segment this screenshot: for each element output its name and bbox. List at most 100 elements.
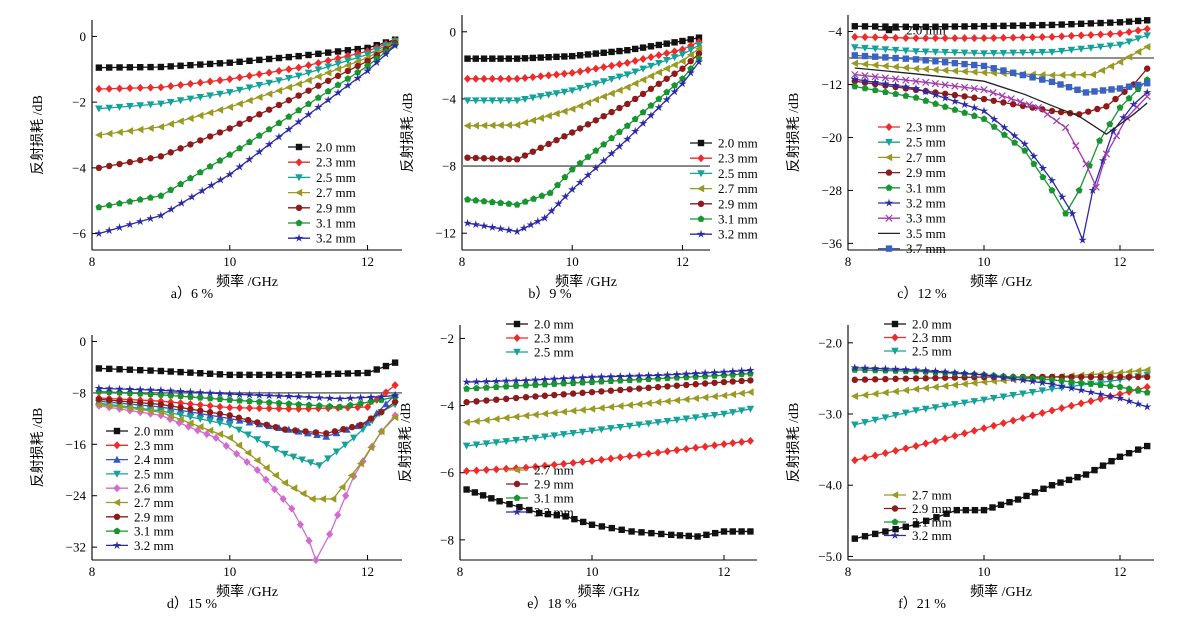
data-point bbox=[281, 426, 289, 433]
data-point bbox=[167, 186, 175, 193]
data-point bbox=[892, 90, 900, 97]
data-point bbox=[275, 399, 283, 407]
data-point bbox=[391, 359, 399, 366]
y-tick-label: −8 bbox=[72, 385, 86, 400]
data-point bbox=[1143, 402, 1152, 411]
data-point bbox=[95, 164, 103, 172]
data-point bbox=[580, 518, 587, 526]
data-point bbox=[245, 96, 253, 105]
data-point bbox=[1048, 107, 1056, 115]
legend-label: 2.5 mm bbox=[912, 344, 952, 359]
data-point bbox=[644, 371, 653, 380]
data-point bbox=[255, 147, 264, 156]
data-point bbox=[588, 388, 596, 396]
data-point bbox=[126, 398, 134, 406]
data-point bbox=[1040, 485, 1047, 492]
data-point bbox=[1112, 132, 1121, 140]
data-point bbox=[126, 103, 134, 111]
data-point bbox=[512, 437, 520, 445]
data-point bbox=[502, 376, 511, 385]
data-point bbox=[541, 380, 549, 388]
data-point bbox=[562, 513, 569, 520]
data-point bbox=[256, 111, 263, 118]
data-point bbox=[529, 94, 537, 102]
x-tick-label: 8 bbox=[89, 564, 96, 579]
data-point bbox=[618, 526, 625, 533]
data-point bbox=[463, 399, 470, 406]
data-point bbox=[343, 81, 353, 90]
data-point bbox=[265, 90, 273, 98]
data-point bbox=[882, 528, 889, 535]
data-point bbox=[344, 403, 352, 412]
series-2_3mm bbox=[463, 37, 703, 83]
data-point bbox=[961, 109, 968, 116]
data-point bbox=[304, 110, 313, 119]
data-point bbox=[532, 393, 539, 400]
data-point bbox=[664, 383, 671, 390]
data-point bbox=[971, 61, 978, 69]
data-point bbox=[671, 70, 678, 77]
data-point bbox=[687, 36, 694, 43]
data-point bbox=[851, 70, 859, 79]
data-point bbox=[334, 511, 342, 519]
legend-marker bbox=[295, 143, 303, 151]
data-point bbox=[631, 56, 639, 65]
series-line bbox=[854, 445, 1148, 540]
data-point bbox=[1039, 173, 1047, 181]
data-point bbox=[871, 364, 880, 372]
data-point bbox=[472, 441, 481, 449]
y-tick-label: −8 bbox=[440, 532, 454, 547]
data-point bbox=[960, 83, 969, 91]
data-point bbox=[999, 373, 1008, 382]
data-point bbox=[290, 484, 298, 493]
data-point bbox=[275, 404, 283, 413]
data-point bbox=[931, 366, 940, 375]
data-point bbox=[560, 69, 568, 78]
series-3_1mm bbox=[851, 76, 1151, 217]
data-point bbox=[578, 457, 587, 466]
data-point bbox=[1020, 139, 1029, 148]
legend-marker bbox=[697, 184, 705, 193]
data-point bbox=[225, 421, 234, 429]
data-point bbox=[295, 92, 302, 99]
data-point bbox=[687, 57, 694, 65]
data-point bbox=[990, 33, 998, 42]
data-point bbox=[997, 501, 1005, 509]
data-point bbox=[1006, 498, 1013, 506]
data-point bbox=[341, 441, 349, 449]
data-point bbox=[105, 401, 113, 410]
data-point bbox=[902, 523, 909, 530]
data-point bbox=[576, 102, 584, 110]
data-point bbox=[245, 390, 254, 399]
data-point bbox=[1067, 46, 1076, 54]
data-point bbox=[1103, 103, 1110, 110]
data-point bbox=[137, 64, 144, 71]
data-point bbox=[244, 416, 252, 424]
data-point bbox=[294, 80, 302, 88]
data-point bbox=[654, 448, 662, 457]
data-point bbox=[357, 399, 365, 407]
data-point bbox=[1099, 87, 1107, 94]
data-point bbox=[496, 97, 505, 105]
data-point bbox=[678, 57, 686, 65]
data-point bbox=[1097, 19, 1104, 27]
chart-panel-d: 8 10 12 0 −8 −16 −24 −32 2.0 mm2.3 mm2.4 mm2.5 m… bbox=[30, 334, 402, 612]
data-point bbox=[710, 411, 719, 419]
data-point bbox=[206, 77, 214, 86]
data-point bbox=[1143, 92, 1151, 101]
data-point bbox=[1125, 38, 1133, 46]
data-point bbox=[115, 128, 123, 137]
data-point bbox=[569, 379, 577, 386]
x-tick-label: 8 bbox=[845, 564, 852, 579]
data-point bbox=[676, 532, 684, 539]
data-point bbox=[673, 416, 681, 424]
data-point bbox=[186, 419, 194, 427]
data-point bbox=[607, 377, 615, 385]
data-point bbox=[608, 524, 615, 532]
legend-label: 3.1 mm bbox=[718, 212, 758, 227]
data-point bbox=[382, 400, 390, 408]
data-point bbox=[216, 129, 224, 136]
data-point bbox=[275, 119, 283, 126]
panel-caption: d）15 % bbox=[167, 596, 217, 612]
data-point bbox=[1087, 380, 1095, 387]
